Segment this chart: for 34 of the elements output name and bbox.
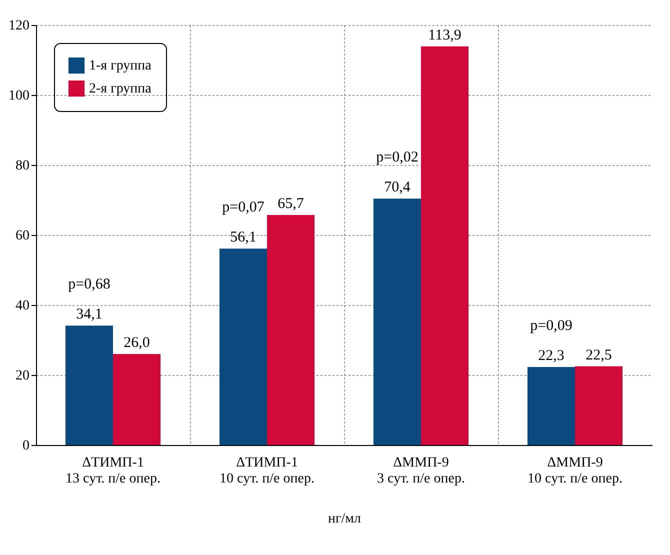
x-tick-label: ΔТИМП-1 10 сут. п/е опер. [220, 456, 314, 486]
data-label: 22,5 [586, 347, 612, 364]
bar [527, 366, 575, 445]
bar [575, 366, 623, 445]
x-tick-label: ΔММП-9 3 сут. п/е опер. [377, 456, 465, 486]
legend-label: 1-я группа [89, 58, 152, 74]
data-label: 65,7 [278, 196, 304, 212]
y-tick-label: 0 [22, 438, 30, 454]
legend-label: 2-я группа [89, 82, 152, 96]
bar [267, 215, 315, 445]
x-axis-title: нг/мл [328, 512, 361, 526]
y-tick-label: 120 [8, 18, 30, 34]
data-label: 22,3 [538, 348, 564, 364]
bar [421, 46, 469, 445]
bar [219, 248, 267, 445]
data-label: 56,1 [230, 230, 256, 246]
x-tick-label: ΔТИМП-1 13 сут. п/е опер. [66, 456, 160, 486]
data-label: 34,1 [76, 306, 102, 323]
y-tick-label: 20 [16, 368, 30, 384]
annotation: p=0,02 [376, 150, 418, 166]
bar [65, 326, 113, 445]
y-tick-label: 80 [16, 158, 30, 174]
data-label: 70,4 [384, 180, 411, 196]
y-tick-label: 100 [8, 88, 30, 104]
y-tick-label: 40 [16, 298, 30, 314]
bar [113, 354, 161, 445]
bar [373, 198, 421, 445]
data-label: 26,0 [124, 335, 150, 351]
annotation: p=0,07 [222, 200, 265, 216]
annotation: p=0,68 [68, 276, 110, 293]
data-label: 113,9 [428, 27, 462, 44]
annotation: p=0,09 [530, 318, 572, 334]
y-tick-label: 60 [16, 228, 30, 244]
x-tick-label: ΔММП-9 10 сут. п/е опер. [528, 456, 622, 486]
